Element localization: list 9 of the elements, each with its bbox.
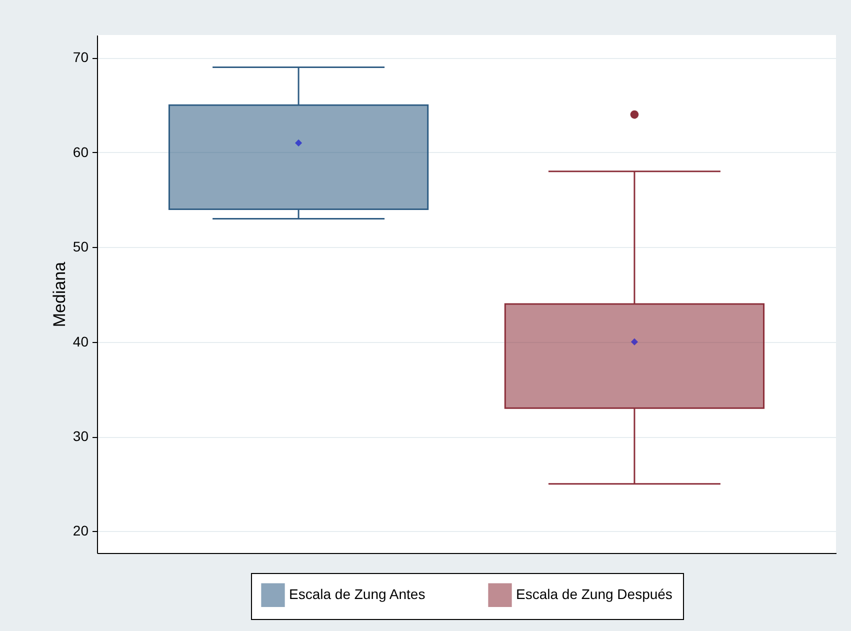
y-tick-label: 40	[72, 333, 89, 350]
y-tick-label: 70	[72, 49, 89, 66]
y-axis-title: Mediana	[50, 261, 69, 328]
legend-label: Escala de Zung Después	[516, 586, 672, 602]
y-tick-label: 60	[72, 144, 89, 160]
legend-label: Escala de Zung Antes	[289, 586, 426, 602]
y-tick-label: 20	[72, 522, 89, 539]
y-tick-label: 50	[72, 238, 89, 255]
y-tick-label: 30	[72, 428, 89, 444]
